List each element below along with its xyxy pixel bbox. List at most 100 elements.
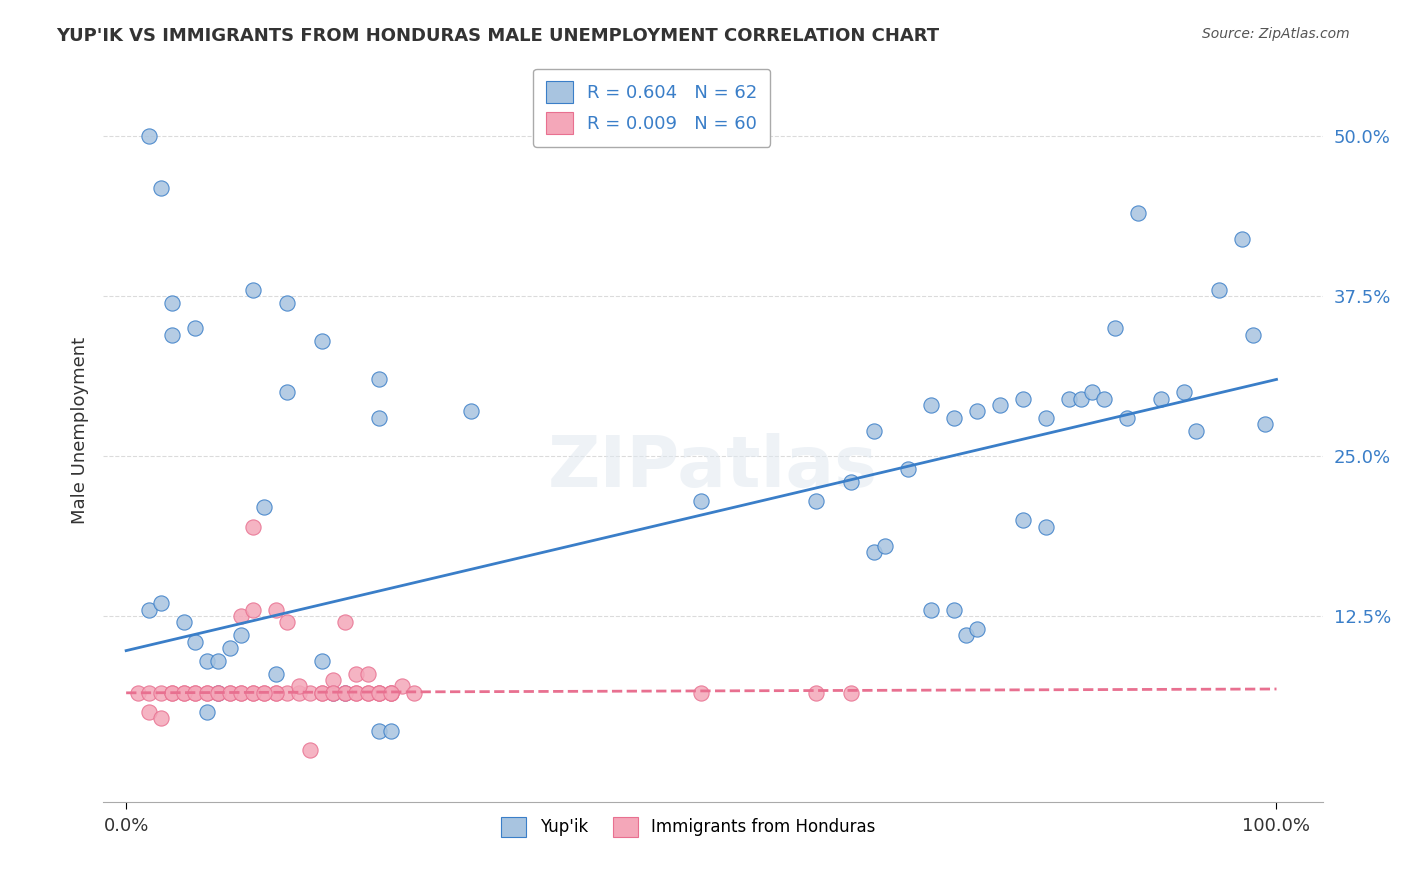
Yup'ik bbox=[195, 705, 218, 719]
Yup'ik bbox=[322, 686, 344, 700]
Immigrants from Honduras bbox=[287, 686, 309, 700]
Immigrants from Honduras bbox=[264, 686, 287, 700]
Yup'ik bbox=[1092, 392, 1115, 406]
Yup'ik bbox=[1059, 392, 1081, 406]
Immigrants from Honduras bbox=[160, 686, 183, 700]
Yup'ik bbox=[207, 686, 229, 700]
Immigrants from Honduras bbox=[218, 686, 240, 700]
Yup'ik bbox=[160, 295, 183, 310]
Yup'ik bbox=[311, 334, 333, 348]
Immigrants from Honduras bbox=[333, 686, 356, 700]
Yup'ik bbox=[173, 615, 195, 630]
Immigrants from Honduras bbox=[149, 686, 172, 700]
Immigrants from Honduras bbox=[357, 686, 380, 700]
Immigrants from Honduras bbox=[806, 686, 828, 700]
Text: Source: ZipAtlas.com: Source: ZipAtlas.com bbox=[1202, 27, 1350, 41]
Yup'ik bbox=[943, 410, 966, 425]
Immigrants from Honduras bbox=[357, 666, 380, 681]
Yup'ik bbox=[138, 603, 160, 617]
Yup'ik bbox=[1035, 410, 1057, 425]
Immigrants from Honduras bbox=[380, 686, 402, 700]
Immigrants from Honduras bbox=[380, 686, 402, 700]
Immigrants from Honduras bbox=[357, 686, 380, 700]
Yup'ik bbox=[195, 654, 218, 668]
Immigrants from Honduras bbox=[322, 686, 344, 700]
Immigrants from Honduras bbox=[231, 609, 253, 624]
Yup'ik bbox=[184, 321, 207, 335]
Yup'ik bbox=[1035, 519, 1057, 533]
Yup'ik bbox=[253, 500, 276, 515]
Immigrants from Honduras bbox=[333, 615, 356, 630]
Immigrants from Honduras bbox=[380, 686, 402, 700]
Immigrants from Honduras bbox=[195, 686, 218, 700]
Immigrants from Honduras bbox=[253, 686, 276, 700]
Immigrants from Honduras bbox=[149, 711, 172, 725]
Yup'ik bbox=[863, 545, 886, 559]
Yup'ik bbox=[920, 603, 942, 617]
Immigrants from Honduras bbox=[242, 686, 264, 700]
Yup'ik bbox=[863, 424, 886, 438]
Yup'ik bbox=[184, 634, 207, 648]
Yup'ik bbox=[897, 462, 920, 476]
Yup'ik bbox=[264, 666, 287, 681]
Yup'ik bbox=[920, 398, 942, 412]
Yup'ik bbox=[242, 283, 264, 297]
Yup'ik bbox=[276, 295, 298, 310]
Immigrants from Honduras bbox=[231, 686, 253, 700]
Yup'ik bbox=[1116, 410, 1139, 425]
Yup'ik bbox=[207, 654, 229, 668]
Yup'ik bbox=[368, 410, 391, 425]
Immigrants from Honduras bbox=[127, 686, 149, 700]
Immigrants from Honduras bbox=[242, 603, 264, 617]
Yup'ik bbox=[690, 494, 713, 508]
Yup'ik bbox=[160, 327, 183, 342]
Yup'ik bbox=[149, 180, 172, 194]
Immigrants from Honduras bbox=[242, 686, 264, 700]
Immigrants from Honduras bbox=[322, 673, 344, 687]
Immigrants from Honduras bbox=[231, 686, 253, 700]
Immigrants from Honduras bbox=[368, 686, 391, 700]
Yup'ik bbox=[1254, 417, 1277, 432]
Immigrants from Honduras bbox=[402, 686, 425, 700]
Immigrants from Honduras bbox=[333, 686, 356, 700]
Text: YUP'IK VS IMMIGRANTS FROM HONDURAS MALE UNEMPLOYMENT CORRELATION CHART: YUP'IK VS IMMIGRANTS FROM HONDURAS MALE … bbox=[56, 27, 939, 45]
Yup'ik bbox=[218, 641, 240, 656]
Yup'ik bbox=[1185, 424, 1208, 438]
Immigrants from Honduras bbox=[311, 686, 333, 700]
Yup'ik bbox=[1012, 392, 1035, 406]
Legend: Yup'ik, Immigrants from Honduras: Yup'ik, Immigrants from Honduras bbox=[494, 808, 884, 846]
Immigrants from Honduras bbox=[276, 615, 298, 630]
Immigrants from Honduras bbox=[184, 686, 207, 700]
Immigrants from Honduras bbox=[391, 680, 413, 694]
Immigrants from Honduras bbox=[322, 686, 344, 700]
Yup'ik bbox=[875, 539, 897, 553]
Yup'ik bbox=[955, 628, 977, 642]
Immigrants from Honduras bbox=[287, 680, 309, 694]
Immigrants from Honduras bbox=[264, 603, 287, 617]
Immigrants from Honduras bbox=[299, 743, 322, 757]
Yup'ik bbox=[368, 372, 391, 386]
Immigrants from Honduras bbox=[242, 519, 264, 533]
Immigrants from Honduras bbox=[160, 686, 183, 700]
Yup'ik bbox=[333, 686, 356, 700]
Yup'ik bbox=[460, 404, 482, 418]
Yup'ik bbox=[1208, 283, 1230, 297]
Yup'ik bbox=[149, 596, 172, 610]
Yup'ik bbox=[1150, 392, 1173, 406]
Yup'ik bbox=[1070, 392, 1092, 406]
Yup'ik bbox=[1104, 321, 1126, 335]
Immigrants from Honduras bbox=[184, 686, 207, 700]
Immigrants from Honduras bbox=[344, 686, 367, 700]
Immigrants from Honduras bbox=[173, 686, 195, 700]
Yup'ik bbox=[990, 398, 1012, 412]
Yup'ik bbox=[276, 385, 298, 400]
Yup'ik bbox=[839, 475, 862, 489]
Immigrants from Honduras bbox=[839, 686, 862, 700]
Immigrants from Honduras bbox=[276, 686, 298, 700]
Immigrants from Honduras bbox=[207, 686, 229, 700]
Yup'ik bbox=[943, 603, 966, 617]
Text: ZIPatlas: ZIPatlas bbox=[548, 434, 877, 502]
Yup'ik bbox=[966, 622, 988, 636]
Yup'ik bbox=[1128, 206, 1150, 220]
Yup'ik bbox=[1230, 232, 1253, 246]
